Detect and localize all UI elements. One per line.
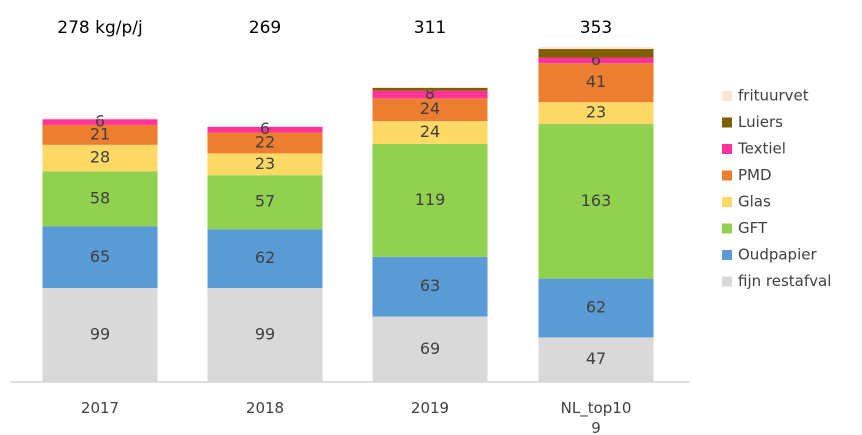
legend-label: fijn restafval [738, 272, 831, 290]
data-label: 28 [90, 148, 110, 167]
data-label: 8 [425, 84, 435, 103]
bar-segment [538, 123, 654, 279]
x-tick-label: 2019 [410, 399, 450, 417]
legend-swatch [722, 144, 732, 154]
bar-segment [207, 229, 323, 289]
data-label: 62 [255, 248, 275, 267]
data-label: 24 [420, 122, 440, 141]
x-tick-label: 2018 [245, 399, 285, 417]
data-label: 163 [581, 191, 612, 210]
bar-segment [42, 124, 158, 145]
x-tick-label: 2017 [80, 399, 120, 417]
bar-segment [207, 175, 323, 230]
legend-swatch [722, 117, 732, 128]
data-label: 41 [586, 72, 606, 91]
bar-segment [538, 57, 654, 64]
bar-segment [42, 144, 158, 172]
bar-segment [207, 288, 323, 382]
bar-segment [42, 171, 158, 227]
legend-label: Luiers [738, 113, 783, 131]
bar-segment [372, 316, 488, 382]
data-label: 24 [420, 99, 440, 118]
bar-segment [538, 102, 654, 124]
legend-label: frituurvet [738, 87, 809, 105]
bar-segment [538, 49, 654, 58]
total-label: 278 kg/p/j [57, 18, 142, 38]
data-label: 99 [90, 325, 110, 344]
data-label: 119 [415, 190, 446, 209]
bar-segment [538, 278, 654, 338]
legend-label: Oudpapier [738, 246, 817, 264]
bar-segment [372, 98, 488, 122]
data-label: 57 [255, 192, 275, 211]
bar-segment [207, 132, 323, 154]
legend-label: GFT [738, 219, 768, 237]
bar-segment [207, 126, 323, 133]
legend-swatch [722, 250, 732, 260]
total-label: 269 [249, 18, 281, 38]
bar-segment [372, 256, 488, 317]
data-label: 6 [591, 50, 601, 69]
bar-segment [372, 121, 488, 144]
bar-segment [538, 337, 654, 382]
x-tick-label: NL_top109 [560, 399, 632, 435]
data-label: 69 [420, 339, 440, 358]
legend-swatch [722, 223, 732, 234]
data-label: 6 [95, 112, 105, 131]
data-label: 23 [255, 154, 275, 173]
legend-label: Glas [738, 193, 771, 211]
legend-swatch [722, 197, 732, 207]
bar-segment [372, 90, 488, 99]
data-label: 6 [260, 119, 270, 138]
data-label: 23 [586, 103, 606, 122]
legend-label: Textiel [737, 140, 786, 158]
legend-swatch [722, 170, 732, 181]
bar-segment [42, 119, 158, 125]
bar-segment [372, 86, 488, 88]
bar-segment [42, 226, 158, 289]
total-label: 353 [580, 18, 612, 38]
bar-segment [372, 87, 488, 91]
data-label: 22 [255, 132, 275, 151]
legend-swatch [722, 91, 732, 101]
bar-segment [207, 153, 323, 176]
bar-segment [538, 63, 654, 103]
data-label: 62 [586, 298, 606, 317]
data-label: 99 [255, 325, 275, 344]
bar-segment [42, 288, 158, 382]
total-label: 311 [414, 18, 446, 38]
data-label: 47 [586, 349, 606, 368]
data-label: 58 [90, 188, 110, 207]
bar-segment [372, 143, 488, 257]
data-label: 65 [90, 247, 110, 266]
bar-segment [538, 47, 654, 50]
legend-label: PMD [738, 166, 772, 184]
data-label: 63 [420, 276, 440, 295]
bar-segment [42, 118, 158, 120]
data-label: 21 [90, 124, 110, 143]
legend-swatch [722, 276, 732, 287]
